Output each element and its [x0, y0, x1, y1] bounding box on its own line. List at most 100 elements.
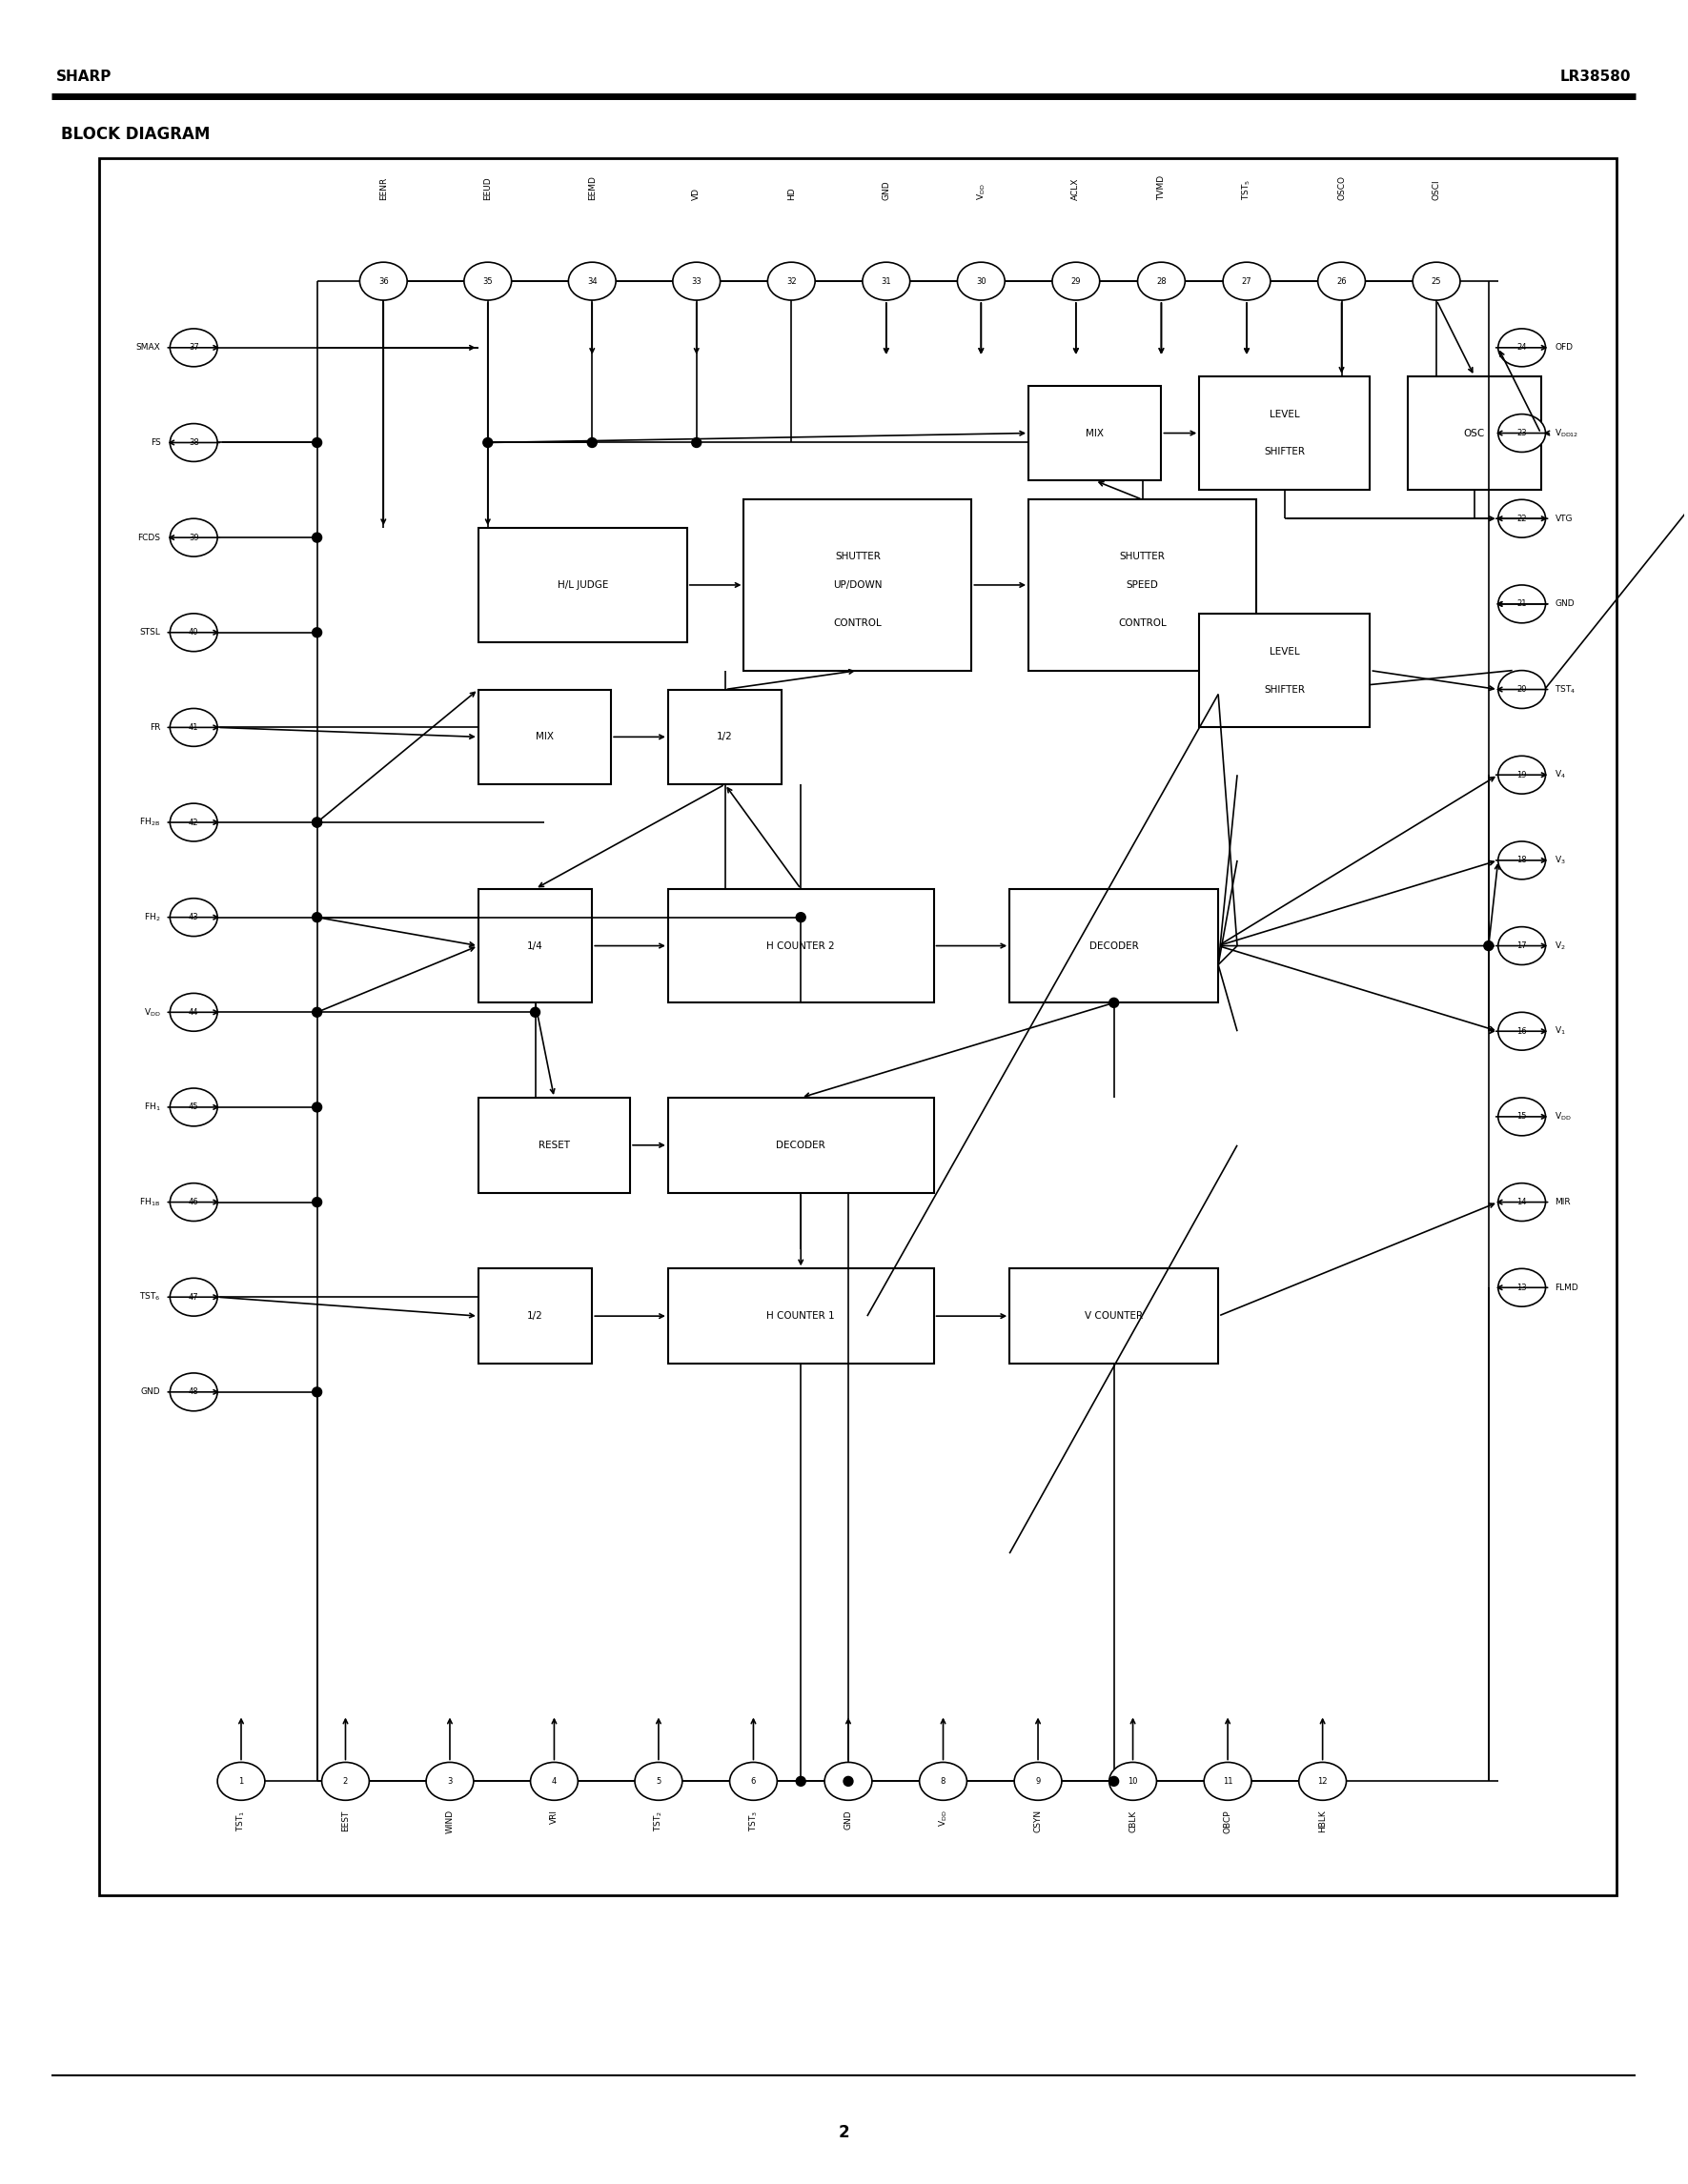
- Circle shape: [1484, 941, 1494, 950]
- Text: CBLK: CBLK: [1129, 1811, 1138, 1832]
- Text: VD: VD: [692, 188, 701, 201]
- Text: 23: 23: [1518, 428, 1528, 437]
- Ellipse shape: [1497, 1099, 1546, 1136]
- Text: ACLX: ACLX: [1072, 179, 1080, 201]
- Text: GND: GND: [844, 1811, 852, 1830]
- Text: 46: 46: [189, 1197, 199, 1206]
- Circle shape: [1109, 998, 1119, 1007]
- Ellipse shape: [1497, 756, 1546, 793]
- Text: TST$_{\rm 2}$: TST$_{\rm 2}$: [653, 1811, 665, 1830]
- Text: EEMD: EEMD: [587, 177, 596, 201]
- Text: 1: 1: [238, 1778, 243, 1787]
- Text: 21: 21: [1518, 601, 1528, 609]
- Bar: [1009, 1269, 1219, 1363]
- Bar: [478, 690, 611, 784]
- Circle shape: [312, 817, 322, 828]
- Circle shape: [312, 1197, 322, 1208]
- Text: VTG: VTG: [1555, 513, 1573, 522]
- Ellipse shape: [1497, 585, 1546, 622]
- Circle shape: [844, 1776, 852, 1787]
- Ellipse shape: [170, 898, 218, 937]
- Bar: [668, 690, 782, 784]
- Ellipse shape: [674, 262, 721, 299]
- Ellipse shape: [1497, 926, 1546, 965]
- Text: RESET: RESET: [538, 1140, 571, 1151]
- Text: OSCI: OSCI: [1431, 179, 1442, 201]
- Text: 13: 13: [1518, 1284, 1528, 1293]
- Circle shape: [312, 1007, 322, 1018]
- Ellipse shape: [170, 328, 218, 367]
- Text: 1/2: 1/2: [527, 1310, 544, 1321]
- Text: V$_{\rm 2}$: V$_{\rm 2}$: [1555, 939, 1566, 952]
- Text: V$_{\rm DD}$: V$_{\rm DD}$: [937, 1811, 949, 1826]
- Text: MIX: MIX: [535, 732, 554, 743]
- Circle shape: [1109, 1776, 1119, 1787]
- Text: 10: 10: [1128, 1778, 1138, 1787]
- Text: STSL: STSL: [140, 629, 160, 638]
- Text: FCDS: FCDS: [138, 533, 160, 542]
- Text: CSYN: CSYN: [1033, 1811, 1041, 1832]
- Bar: [1198, 376, 1371, 489]
- Bar: [100, 157, 1617, 1896]
- Text: 3: 3: [447, 1778, 452, 1787]
- Circle shape: [312, 533, 322, 542]
- Text: HBLK: HBLK: [1318, 1811, 1327, 1832]
- Text: EEST: EEST: [341, 1811, 349, 1830]
- Bar: [668, 1099, 933, 1192]
- Text: UP/DOWN: UP/DOWN: [834, 581, 883, 590]
- Text: 16: 16: [1518, 1026, 1528, 1035]
- Ellipse shape: [1224, 262, 1271, 299]
- Text: H COUNTER 2: H COUNTER 2: [766, 941, 836, 950]
- Text: FS: FS: [150, 439, 160, 448]
- Text: BLOCK DIAGRAM: BLOCK DIAGRAM: [61, 124, 209, 142]
- Text: WIND: WIND: [446, 1811, 454, 1835]
- Ellipse shape: [1497, 841, 1546, 880]
- Ellipse shape: [170, 518, 218, 557]
- Text: 34: 34: [587, 277, 598, 286]
- Text: SHARP: SHARP: [56, 70, 111, 85]
- Ellipse shape: [170, 1374, 218, 1411]
- Text: 18: 18: [1518, 856, 1528, 865]
- Text: MIR: MIR: [1555, 1197, 1572, 1206]
- Ellipse shape: [957, 262, 1004, 299]
- Ellipse shape: [768, 262, 815, 299]
- Text: MIX: MIX: [1085, 428, 1104, 437]
- Text: H/L JUDGE: H/L JUDGE: [557, 581, 608, 590]
- Text: OSC: OSC: [1463, 428, 1485, 437]
- Bar: [668, 1269, 933, 1363]
- Text: V$_{\rm DD}$: V$_{\rm DD}$: [143, 1007, 160, 1018]
- Text: GND: GND: [140, 1387, 160, 1396]
- Circle shape: [312, 817, 322, 828]
- Circle shape: [797, 913, 805, 922]
- Text: SHIFTER: SHIFTER: [1264, 684, 1305, 695]
- Text: V$_{\rm 1}$: V$_{\rm 1}$: [1555, 1024, 1566, 1037]
- Ellipse shape: [322, 1762, 370, 1800]
- Ellipse shape: [1298, 1762, 1347, 1800]
- Ellipse shape: [1497, 1011, 1546, 1051]
- Text: FLMD: FLMD: [1555, 1284, 1578, 1293]
- Text: 4: 4: [552, 1778, 557, 1787]
- Text: H COUNTER 1: H COUNTER 1: [766, 1310, 836, 1321]
- Ellipse shape: [1138, 262, 1185, 299]
- Circle shape: [312, 1103, 322, 1112]
- Text: 31: 31: [881, 277, 891, 286]
- Text: VRI: VRI: [550, 1811, 559, 1824]
- Circle shape: [312, 437, 322, 448]
- Text: TST$_{\rm 3}$: TST$_{\rm 3}$: [748, 1811, 760, 1830]
- Text: LEVEL: LEVEL: [1269, 646, 1300, 655]
- Bar: [1408, 376, 1541, 489]
- Text: 15: 15: [1518, 1112, 1528, 1120]
- Ellipse shape: [1497, 415, 1546, 452]
- Ellipse shape: [360, 262, 407, 299]
- Text: DECODER: DECODER: [776, 1140, 825, 1151]
- Text: FH$_{\rm 1B}$: FH$_{\rm 1B}$: [140, 1197, 160, 1208]
- Text: TST$_{\rm 6}$: TST$_{\rm 6}$: [138, 1291, 160, 1304]
- Text: 43: 43: [189, 913, 199, 922]
- Bar: [1028, 500, 1256, 670]
- Text: 28: 28: [1156, 277, 1166, 286]
- Circle shape: [312, 627, 322, 638]
- Ellipse shape: [824, 1762, 873, 1800]
- Ellipse shape: [635, 1762, 682, 1800]
- Bar: [478, 529, 687, 642]
- Text: TST$_{\rm 4}$: TST$_{\rm 4}$: [1555, 684, 1577, 695]
